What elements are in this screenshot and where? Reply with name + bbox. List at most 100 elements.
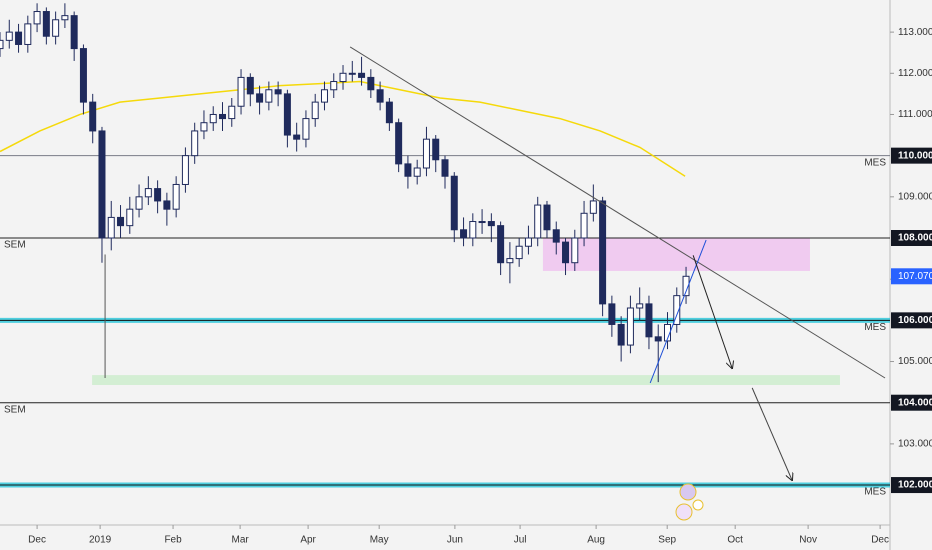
candle-body bbox=[469, 221, 477, 239]
candle-body bbox=[348, 72, 356, 75]
candle-body bbox=[654, 336, 662, 342]
candle-body bbox=[552, 229, 560, 243]
candle-body bbox=[524, 237, 532, 247]
x-tick-label: Apr bbox=[300, 535, 316, 546]
candle-body bbox=[599, 200, 607, 305]
candle-body bbox=[246, 76, 254, 95]
candle-body bbox=[562, 241, 570, 264]
candle-body bbox=[608, 303, 616, 325]
candle-body bbox=[385, 101, 393, 124]
candle-body bbox=[450, 175, 458, 231]
candle-body bbox=[617, 323, 625, 346]
candle-body bbox=[172, 183, 180, 210]
candle-body bbox=[636, 303, 644, 309]
candle-body bbox=[339, 72, 347, 83]
candle-body bbox=[265, 89, 273, 103]
candle-body bbox=[506, 258, 514, 264]
level-price-label: 102.000 bbox=[898, 480, 932, 491]
y-tick-label: 103.000 bbox=[898, 439, 932, 450]
candle-body bbox=[422, 138, 430, 169]
candle-body bbox=[311, 101, 319, 120]
candle-body bbox=[330, 81, 338, 91]
candle-body bbox=[154, 188, 162, 202]
x-tick-label: Sep bbox=[658, 535, 676, 546]
candle-body bbox=[191, 130, 199, 157]
candle-body bbox=[89, 101, 97, 132]
candle-body bbox=[367, 76, 375, 91]
y-tick-label: 111.000 bbox=[898, 109, 932, 120]
x-tick-label: May bbox=[370, 535, 389, 546]
candle-body bbox=[107, 216, 115, 239]
candle-body bbox=[163, 200, 171, 210]
candle-body bbox=[376, 89, 384, 103]
trend-line bbox=[649, 239, 707, 384]
candle-body bbox=[664, 323, 671, 342]
candle-body bbox=[534, 204, 542, 239]
candle-body bbox=[320, 89, 328, 103]
level-price-label: 108.000 bbox=[898, 233, 932, 244]
candle-body bbox=[682, 275, 690, 297]
candle-body bbox=[70, 15, 78, 50]
level-price-box bbox=[891, 312, 932, 329]
candle-body bbox=[219, 113, 226, 120]
level-price-label: 104.000 bbox=[898, 397, 932, 408]
trend-line bbox=[349, 46, 886, 379]
level-tag: MES bbox=[864, 322, 886, 333]
candle-body bbox=[580, 212, 588, 239]
candle-body bbox=[645, 303, 653, 338]
candle-body bbox=[256, 93, 264, 103]
candle-body bbox=[117, 216, 125, 227]
candle-body bbox=[571, 237, 579, 264]
arrow bbox=[751, 387, 792, 480]
candle-body bbox=[274, 89, 282, 95]
x-tick-label: Dec bbox=[871, 535, 889, 546]
candle-body bbox=[460, 229, 468, 239]
candle-body bbox=[79, 48, 87, 103]
candle-body bbox=[626, 307, 634, 346]
level-price-box bbox=[891, 230, 932, 246]
candle-body bbox=[478, 221, 486, 224]
x-tick-label: Nov bbox=[799, 535, 817, 546]
candle-body bbox=[497, 225, 505, 264]
candle-body bbox=[293, 134, 301, 140]
candle-body bbox=[358, 72, 366, 78]
candle-body bbox=[543, 204, 551, 231]
level-price-box bbox=[891, 477, 932, 494]
candle-body bbox=[589, 200, 597, 214]
y-tick-label: 109.000 bbox=[898, 191, 932, 202]
zone bbox=[92, 375, 840, 385]
candle-body bbox=[42, 11, 50, 37]
candle-body bbox=[487, 221, 495, 227]
candle-body bbox=[98, 130, 106, 239]
candle-body bbox=[441, 159, 449, 177]
level-price-label: 110.000 bbox=[898, 150, 932, 161]
candle-body bbox=[395, 122, 403, 165]
y-tick-label: 113.000 bbox=[898, 27, 932, 38]
x-tick-label: Feb bbox=[164, 535, 182, 546]
x-tick-label: Jul bbox=[514, 535, 527, 546]
candle-body bbox=[126, 208, 134, 227]
candle-body bbox=[200, 122, 208, 132]
last-price-box bbox=[891, 268, 932, 285]
level-price-label: 106.000 bbox=[898, 315, 932, 326]
candle-body bbox=[33, 11, 41, 25]
zone bbox=[542, 238, 810, 271]
candle-body bbox=[413, 167, 421, 177]
candle-body bbox=[52, 19, 60, 37]
x-tick-label: 2019 bbox=[89, 535, 112, 546]
candle-body bbox=[144, 188, 152, 198]
candle-body bbox=[209, 113, 217, 124]
x-tick-label: Oct bbox=[727, 535, 743, 546]
candle-body bbox=[228, 105, 236, 120]
x-tick-label: Dec bbox=[28, 535, 46, 546]
candle-body bbox=[5, 31, 13, 41]
candle-body bbox=[515, 245, 523, 260]
candle-body bbox=[283, 93, 291, 136]
moving-average bbox=[0, 80, 686, 177]
candle-body bbox=[432, 138, 440, 161]
x-tick-label: Jun bbox=[447, 535, 463, 546]
y-tick-label: 105.000 bbox=[898, 356, 932, 367]
